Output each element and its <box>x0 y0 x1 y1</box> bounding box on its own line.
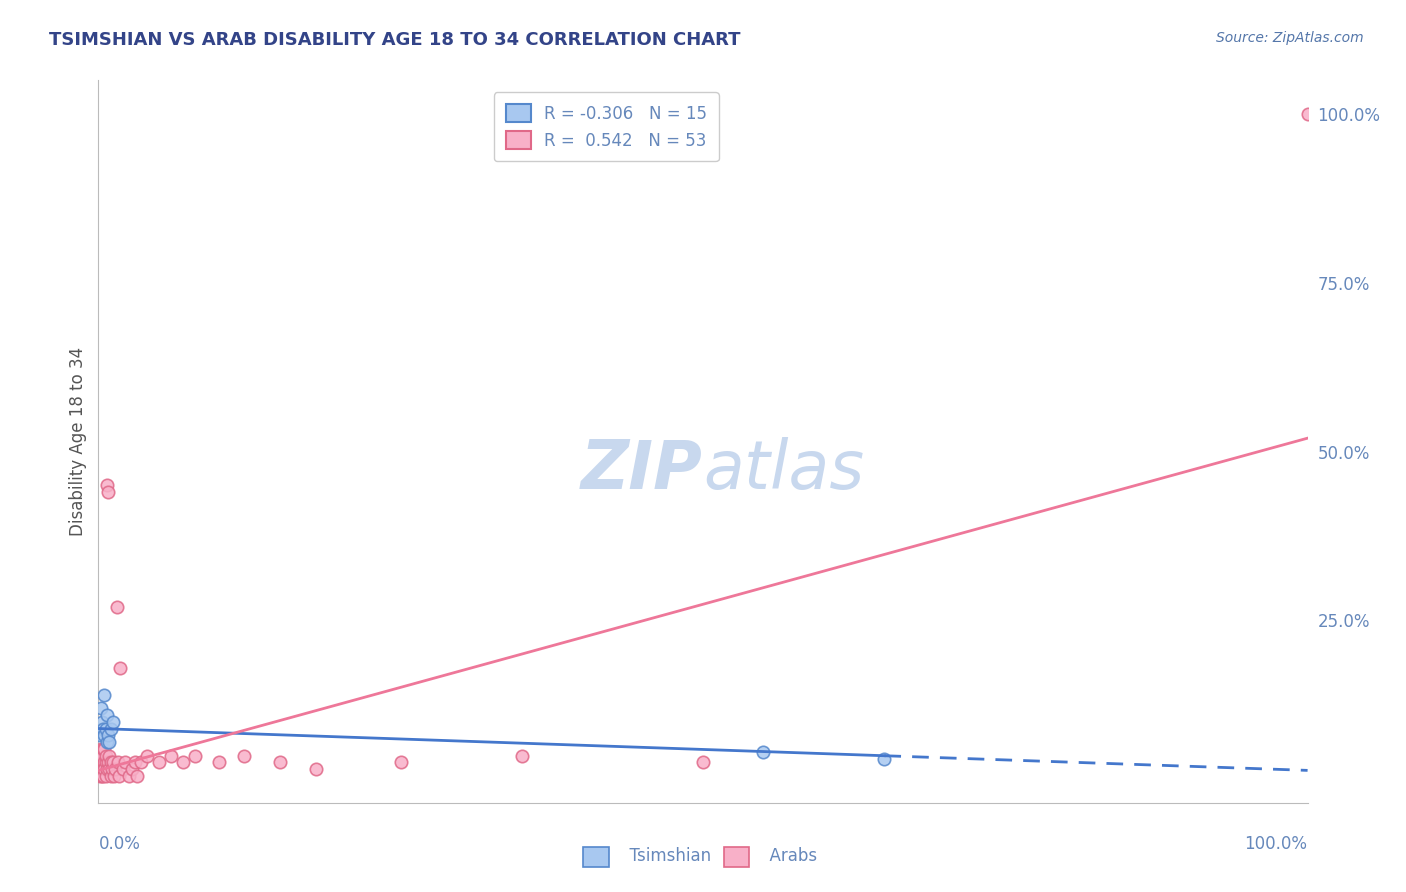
Point <box>118 769 141 783</box>
Point <box>100 762 122 776</box>
Point <box>100 756 122 770</box>
Y-axis label: Disability Age 18 to 34: Disability Age 18 to 34 <box>69 347 87 536</box>
Point <box>105 599 128 614</box>
Point <box>1296 107 1319 121</box>
Point <box>127 769 149 783</box>
Text: ZIP: ZIP <box>581 437 703 503</box>
Point <box>135 748 157 763</box>
Text: Tsimshian: Tsimshian <box>619 847 711 865</box>
Point <box>94 748 117 763</box>
Point <box>96 735 118 749</box>
Point <box>91 762 114 776</box>
Point <box>93 728 115 742</box>
Point <box>90 741 112 756</box>
Point <box>269 756 291 770</box>
Point <box>124 756 146 770</box>
Point <box>94 769 117 783</box>
Point <box>101 756 124 770</box>
Point <box>114 756 136 770</box>
Point <box>91 741 114 756</box>
Point <box>389 756 412 770</box>
Point <box>100 769 122 783</box>
Point <box>111 762 134 776</box>
Text: atlas: atlas <box>703 437 865 503</box>
Point <box>148 756 170 770</box>
Point <box>160 748 183 763</box>
Point <box>91 748 114 763</box>
Point <box>96 708 118 723</box>
Point <box>208 756 231 770</box>
Point <box>305 762 328 776</box>
Point <box>94 722 117 736</box>
Point <box>108 661 131 675</box>
Text: TSIMSHIAN VS ARAB DISABILITY AGE 18 TO 34 CORRELATION CHART: TSIMSHIAN VS ARAB DISABILITY AGE 18 TO 3… <box>49 31 741 49</box>
Point <box>91 722 114 736</box>
Point <box>98 748 121 763</box>
Point <box>93 762 115 776</box>
Point <box>96 478 118 492</box>
Point <box>100 722 122 736</box>
Point <box>91 756 114 770</box>
Point <box>89 728 111 742</box>
Point <box>96 762 118 776</box>
Point <box>97 485 120 500</box>
Point <box>90 762 112 776</box>
Point <box>103 769 125 783</box>
Point <box>93 688 115 702</box>
Point <box>692 756 714 770</box>
Point <box>752 745 775 759</box>
Point <box>91 769 114 783</box>
Point <box>97 756 120 770</box>
Point <box>184 748 207 763</box>
Point <box>98 762 121 776</box>
Point <box>89 769 111 783</box>
Point <box>98 735 121 749</box>
Point <box>93 741 115 756</box>
Point <box>90 701 112 715</box>
Text: Arabs: Arabs <box>759 847 817 865</box>
Point <box>101 714 124 729</box>
Point <box>89 756 111 770</box>
Point <box>121 762 143 776</box>
Text: 0.0%: 0.0% <box>98 835 141 854</box>
Point <box>94 756 117 770</box>
Text: 100.0%: 100.0% <box>1244 835 1308 854</box>
Point <box>108 769 131 783</box>
Point <box>91 714 114 729</box>
Legend: R = -0.306   N = 15, R =  0.542   N = 53: R = -0.306 N = 15, R = 0.542 N = 53 <box>494 92 718 161</box>
Point <box>107 756 129 770</box>
Point <box>129 756 152 770</box>
Point <box>97 728 120 742</box>
Point <box>873 752 896 766</box>
Point <box>93 756 115 770</box>
Point <box>232 748 254 763</box>
Text: Source: ZipAtlas.com: Source: ZipAtlas.com <box>1216 31 1364 45</box>
Point <box>510 748 533 763</box>
Point <box>104 762 127 776</box>
Point <box>90 748 112 763</box>
Point <box>172 756 194 770</box>
Point <box>91 769 114 783</box>
